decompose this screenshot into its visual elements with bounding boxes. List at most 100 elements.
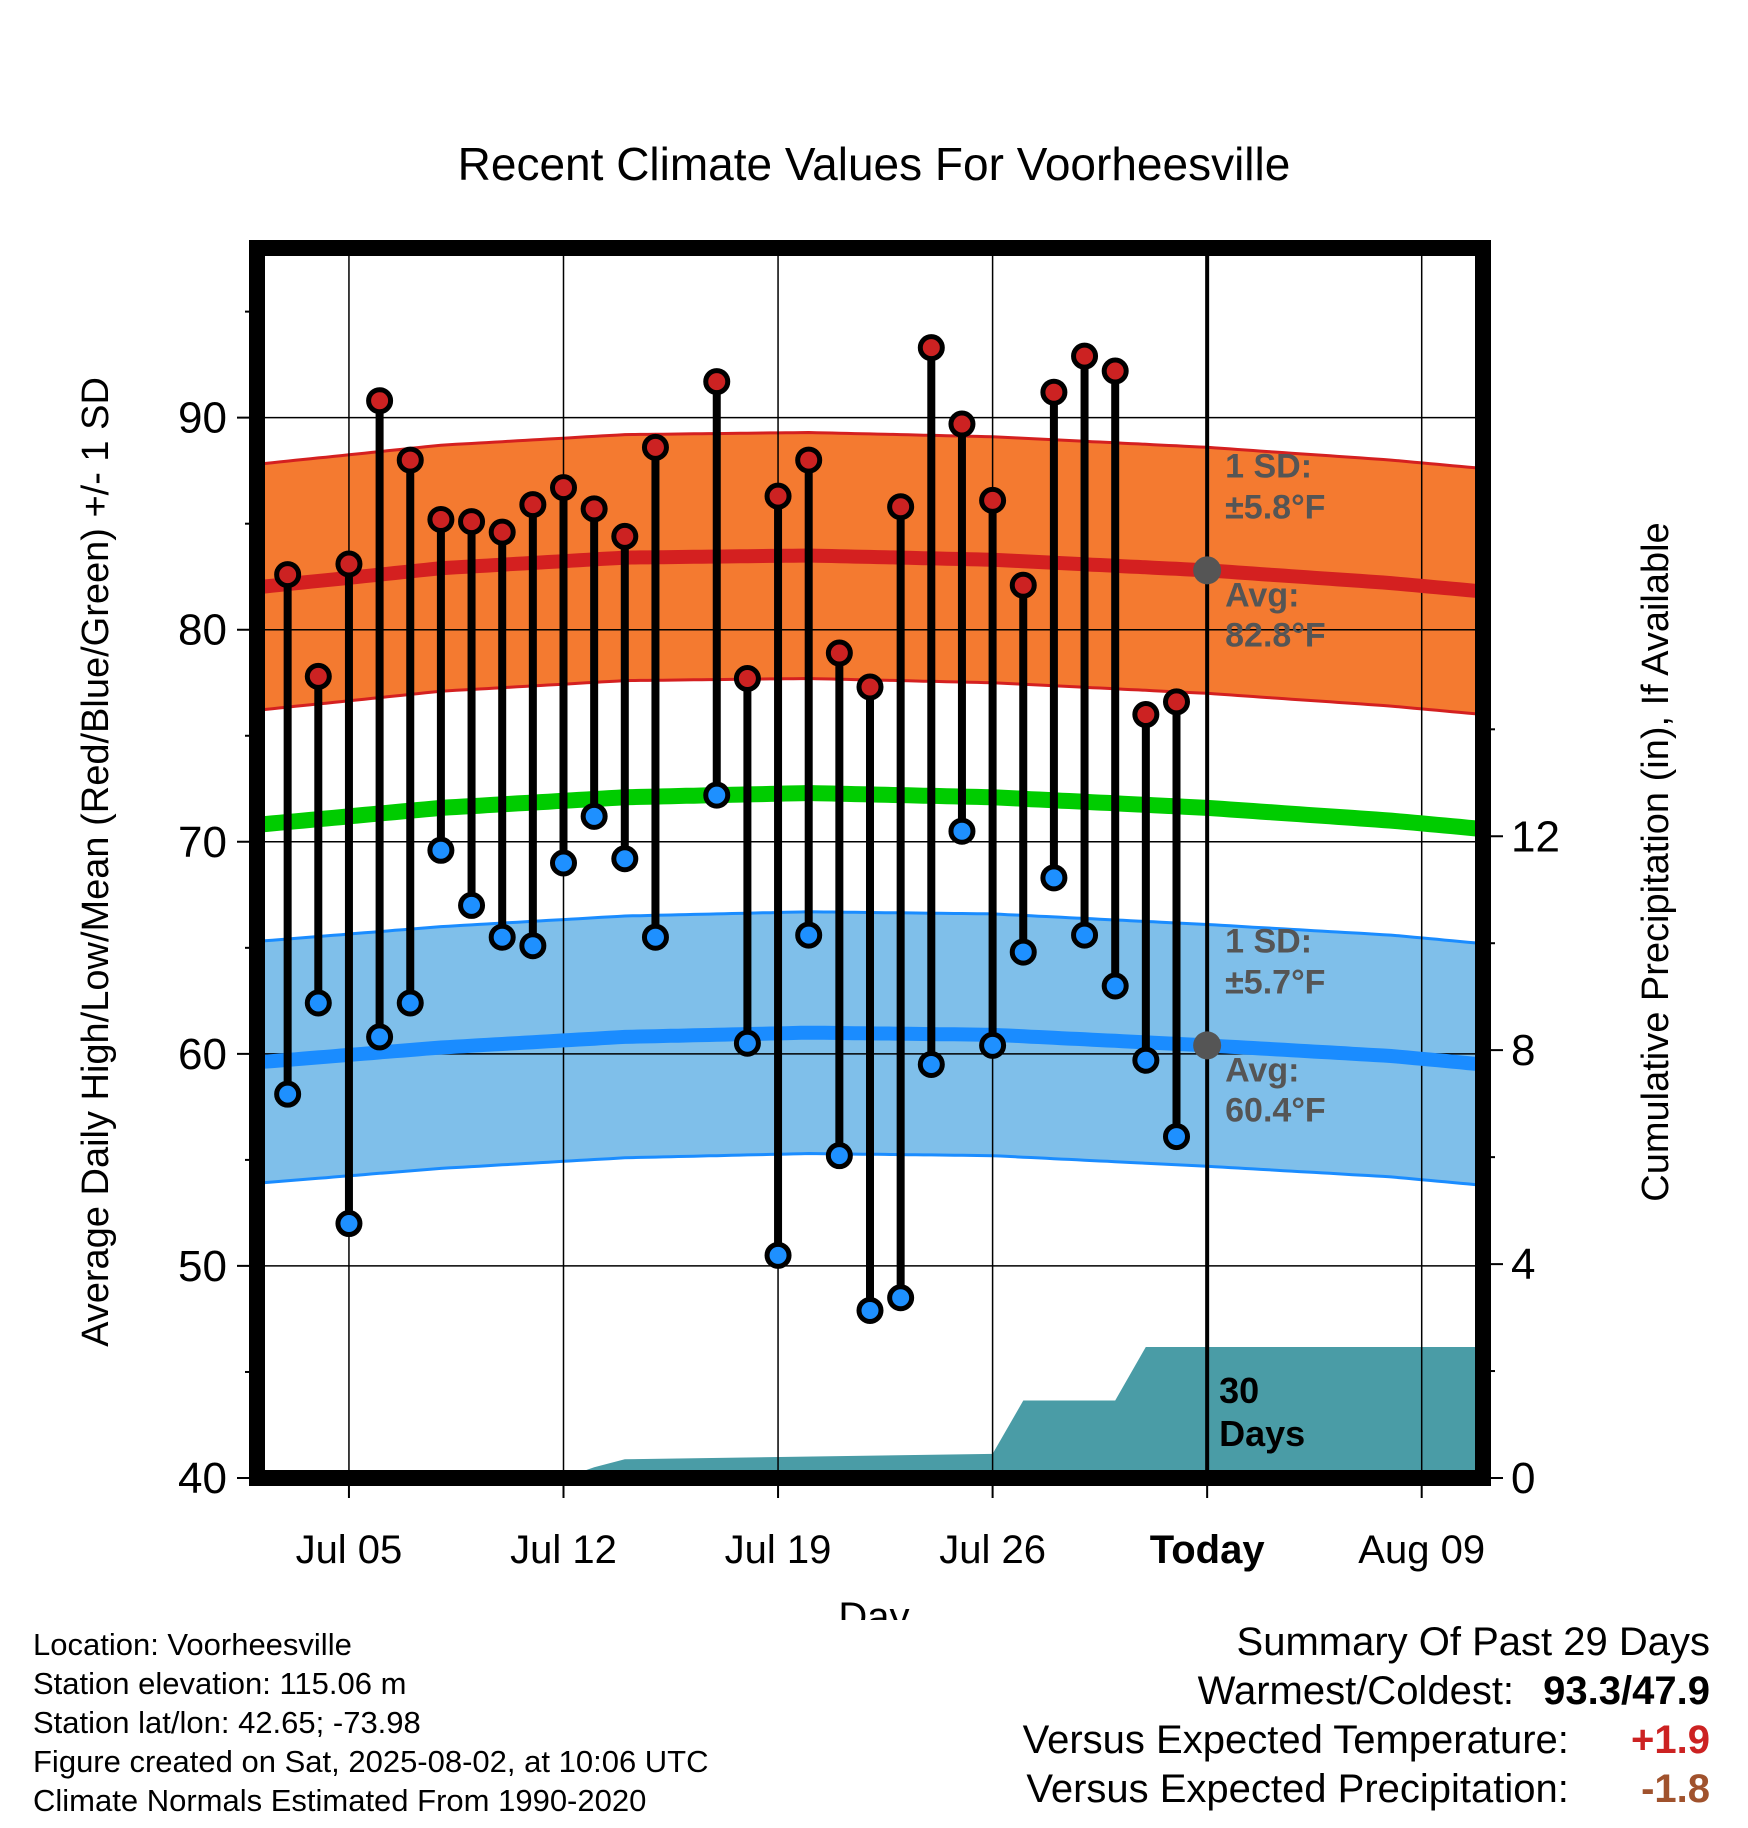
precip-area (257, 1347, 1483, 1478)
low-point (856, 1296, 884, 1324)
warm-cold-value: 93.3/47.9 (1543, 1669, 1710, 1713)
high-avg-value: 82.8°F (1225, 616, 1326, 654)
low-point (825, 1142, 853, 1170)
high-point (917, 334, 945, 362)
x-tick-label: Jul 05 (296, 1528, 403, 1572)
low-point (733, 1029, 761, 1057)
high-sd-value: ±5.8°F (1225, 488, 1325, 526)
high-point (1163, 688, 1190, 716)
high-point (764, 482, 792, 510)
low-point (304, 989, 332, 1017)
high-point (1132, 701, 1160, 729)
low-sd-label: 1 SD: (1225, 922, 1312, 960)
high-sd-upper-line (257, 430, 1483, 471)
high-point (274, 561, 302, 589)
high-point (1101, 357, 1129, 385)
high-point (703, 368, 731, 396)
summary-panel: Summary Of Past 29 Days Warmest/Coldest:… (1023, 1618, 1710, 1814)
high-point (427, 505, 455, 533)
high-avg-label: Avg: (1225, 576, 1299, 614)
high-point (550, 474, 577, 502)
x-tick-label: Jul 19 (725, 1528, 832, 1572)
high-point (887, 493, 915, 521)
y2-tick-label: 8 (1511, 1026, 1535, 1075)
high-point (335, 550, 363, 578)
low-point (641, 923, 669, 951)
low-point (1101, 972, 1129, 1000)
high-point (733, 665, 761, 692)
low-avg-label: Avg: (1225, 1051, 1299, 1089)
precip-label: Versus Expected Precipitation: (1026, 1767, 1569, 1811)
precip-value: -1.8 (1641, 1767, 1710, 1811)
low-point (519, 932, 547, 960)
low-point (764, 1241, 792, 1269)
plot-frame (249, 240, 1491, 1486)
y-tick-label: 60 (178, 1030, 227, 1079)
low-point (396, 989, 424, 1017)
low-avg-value: 60.4°F (1225, 1091, 1326, 1129)
normals-text: Climate Normals Estimated From 1990-2020 (33, 1783, 647, 1818)
chart-title: Recent Climate Values For Voorheesville (458, 138, 1291, 190)
today-high-normal-marker (1193, 556, 1222, 585)
high-point (856, 673, 884, 701)
y2-axis-label: Cumulative Precipitation (in), If Availa… (1635, 522, 1677, 1201)
x-tick-label: Jul 26 (939, 1528, 1046, 1572)
y2-tick-label: 4 (1511, 1240, 1535, 1289)
high-sd-label: 1 SD: (1225, 447, 1312, 485)
temp-value: +1.9 (1631, 1718, 1710, 1762)
high-point (948, 410, 976, 438)
y2-tick-label: 0 (1511, 1454, 1535, 1503)
high-point (795, 446, 823, 474)
summary-precip: Versus Expected Precipitation: -1.8 (1023, 1765, 1710, 1814)
low-point (917, 1050, 945, 1078)
high-point (396, 446, 424, 474)
climate-chart: Recent Climate Values For Voorheesville … (75, 138, 1677, 1620)
low-point (611, 845, 639, 873)
low-point (703, 781, 731, 809)
high-point (1040, 378, 1068, 406)
high-point (611, 522, 639, 550)
latlon-text: Station lat/lon: 42.65; -73.98 (33, 1705, 421, 1740)
low-point (335, 1210, 363, 1238)
low-point (580, 802, 608, 830)
x-axis-label: Day (838, 1595, 909, 1620)
low-point (427, 836, 455, 864)
temp-label: Versus Expected Temperature: (1022, 1718, 1569, 1762)
today-low-normal-marker (1193, 1031, 1222, 1060)
high-point (519, 491, 547, 519)
summary-warm-cold: Warmest/Coldest: 93.3/47.9 (1023, 1667, 1710, 1716)
high-point (979, 486, 1007, 514)
low-sd-value: ±5.7°F (1225, 963, 1325, 1001)
high-point (366, 387, 394, 415)
elevation-text: Station elevation: 115.06 m (33, 1666, 407, 1701)
high-point (488, 518, 516, 546)
low-point (366, 1023, 394, 1051)
low-point (1009, 938, 1037, 966)
low-point (1040, 864, 1068, 892)
station-info: Location: Voorheesville Station elevatio… (33, 1625, 709, 1820)
high-point (825, 639, 853, 667)
low-point (948, 817, 976, 845)
y-axis-label: Average Daily High/Low/Mean (Red/Blue/Gr… (75, 377, 117, 1347)
y-tick-label: 70 (178, 818, 227, 867)
high-point (1071, 342, 1099, 370)
high-point (1009, 571, 1037, 599)
high-point (304, 662, 332, 690)
precip-days-label: Days (1219, 1413, 1305, 1454)
low-point (458, 891, 486, 919)
location-text: Location: Voorheesville (33, 1627, 352, 1662)
y-tick-label: 50 (178, 1242, 227, 1291)
low-point (274, 1080, 302, 1108)
low-point (1132, 1046, 1160, 1074)
low-point (795, 921, 823, 949)
x-tick-label: Aug 09 (1358, 1528, 1485, 1572)
x-tick-label: Today (1150, 1528, 1266, 1572)
created-text: Figure created on Sat, 2025-08-02, at 10… (33, 1744, 709, 1779)
y-tick-label: 80 (178, 606, 227, 655)
low-point (887, 1284, 915, 1312)
summary-temp: Versus Expected Temperature: +1.9 (1023, 1716, 1710, 1765)
high-point (580, 495, 608, 523)
x-tick-label: Jul 12 (510, 1528, 617, 1572)
y-tick-label: 90 (178, 394, 227, 443)
